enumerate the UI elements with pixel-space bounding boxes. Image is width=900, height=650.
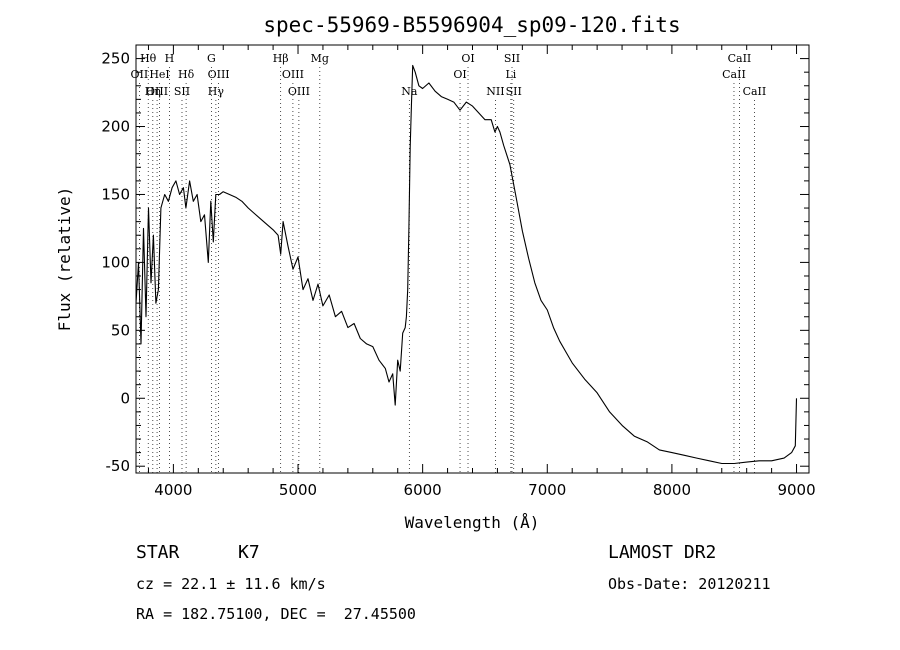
obs-date: Obs-Date: 20120211 — [608, 575, 771, 593]
y-tick-label: 250 — [101, 50, 130, 68]
line-label: CaII — [743, 85, 767, 98]
line-label: Hδ — [178, 68, 195, 81]
x-tick-label: 4000 — [154, 481, 192, 499]
line-label: Hβ — [273, 52, 289, 65]
line-label: OIII — [288, 85, 310, 98]
line-label: OIII — [208, 68, 230, 81]
spectrum-trace — [136, 64, 798, 465]
y-tick-label: -50 — [106, 457, 131, 475]
x-tick-label: 8000 — [653, 481, 691, 499]
x-tick-label: 9000 — [777, 481, 815, 499]
line-label: OI — [453, 68, 466, 81]
line-label: NII — [486, 85, 504, 98]
line-label: Hθ — [140, 52, 157, 65]
y-tick-label: 0 — [120, 389, 130, 407]
x-axis-ticks: 4000 5000 6000 7000 8000 9000 — [147, 45, 816, 499]
y-tick-label: 200 — [101, 118, 130, 136]
line-label: Li — [505, 68, 516, 81]
line-label: CaII — [728, 52, 752, 65]
line-label: SII — [174, 85, 190, 98]
spectrum-line — [136, 64, 798, 465]
y-tick-label: 50 — [111, 321, 130, 339]
redshift-cz: cz = 22.1 ± 11.6 km/s — [136, 575, 326, 593]
line-label: OI — [461, 52, 474, 65]
line-label: OIII — [146, 85, 168, 98]
y-tick-label: 150 — [101, 185, 130, 203]
x-tick-label: 5000 — [279, 481, 317, 499]
line-label: G — [207, 52, 216, 65]
line-label: H — [165, 52, 175, 65]
object-class: STAR — [136, 542, 180, 563]
chart-title: spec-55969-B5596904_sp09-120.fits — [263, 13, 680, 37]
y-axis-label: Flux (relative) — [55, 187, 74, 332]
y-axis-ticks: -50 0 50 100 150 200 250 — [101, 44, 809, 475]
plot-frame — [135, 44, 810, 474]
object-subclass: K7 — [238, 542, 260, 563]
x-tick-label: 7000 — [528, 481, 566, 499]
x-tick-label: 6000 — [404, 481, 442, 499]
line-label: CaII — [722, 68, 746, 81]
line-label: SII — [504, 52, 520, 65]
line-label: OIII — [282, 68, 304, 81]
line-label: OII — [131, 68, 149, 81]
ra-dec: RA = 182.75100, DEC = 27.45500 — [136, 605, 416, 623]
line-label: Na — [401, 85, 418, 98]
line-label: Mg — [311, 52, 329, 65]
survey-name: LAMOST DR2 — [608, 542, 716, 563]
x-axis-label: Wavelength (Å) — [405, 513, 540, 532]
spectral-line-markers: Hθ OII OIII H HeI Hη Hδ SII G OIII Hγ Hβ OIII OIII Mg N… — [131, 52, 767, 473]
line-label: Hγ — [208, 85, 225, 98]
line-label: SII — [506, 85, 522, 98]
y-tick-label: 100 — [101, 253, 130, 271]
line-label: HeI — [149, 68, 169, 81]
line-label: Hη — [145, 85, 161, 98]
